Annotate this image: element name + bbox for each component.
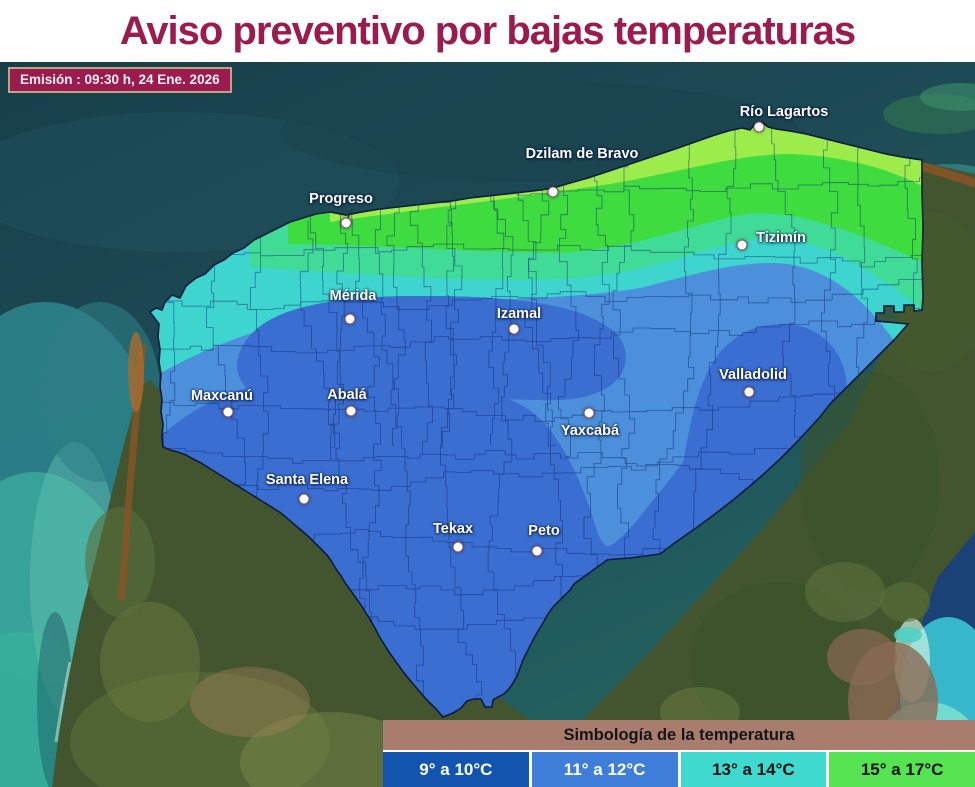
map-graphic xyxy=(0,62,975,787)
city-marker xyxy=(743,386,755,398)
title-bar: Aviso preventivo por bajas temperaturas xyxy=(0,0,975,62)
city-label: Maxcanú xyxy=(190,388,254,404)
legend-title: Simbología de la temperatura xyxy=(383,720,975,750)
city-label: Abalá xyxy=(327,387,367,403)
city-label: Progreso xyxy=(309,191,373,207)
emission-label: Emisión : 09:30 h, 24 Ene. 2026 xyxy=(20,72,220,87)
city-marker xyxy=(531,545,543,557)
page-title: Aviso preventivo por bajas temperaturas xyxy=(119,8,856,53)
legend-item-15-17: 15° a 17°C xyxy=(829,752,975,787)
state-border xyxy=(148,121,924,718)
city-marker xyxy=(736,239,748,251)
city-marker xyxy=(345,405,357,417)
city-label: Río Lagartos xyxy=(739,104,829,120)
city-marker xyxy=(753,121,765,133)
temperature-map: Emisión : 09:30 h, 24 Ene. 2026 Río Laga… xyxy=(0,62,975,787)
city-label: Dzilam de Bravo xyxy=(525,146,639,162)
city-marker xyxy=(344,313,356,325)
city-label: Tizimín xyxy=(756,230,806,246)
city-marker xyxy=(583,407,595,419)
city-marker xyxy=(547,186,559,198)
city-label: Santa Elena xyxy=(265,472,349,488)
emission-badge: Emisión : 09:30 h, 24 Ene. 2026 xyxy=(8,67,232,93)
land-mass xyxy=(52,161,975,787)
legend-item-11-12: 11° a 12°C xyxy=(531,752,678,787)
city-label: Izamal xyxy=(496,306,542,322)
city-label: Valladolid xyxy=(719,367,787,383)
city-label: Yaxcabá xyxy=(560,423,620,439)
city-marker xyxy=(452,541,464,553)
legend-row: 9° a 10°C 11° a 12°C 13° a 14°C 15° a 17… xyxy=(383,750,975,787)
cold-core-merida-izamal xyxy=(237,296,608,392)
legend-item-13-14: 13° a 14°C xyxy=(680,752,827,787)
temperature-legend: Simbología de la temperatura 9° a 10°C 1… xyxy=(383,720,975,787)
city-marker xyxy=(298,493,310,505)
legend-item-9-10: 9° a 10°C xyxy=(383,752,529,787)
city-label: Mérida xyxy=(329,288,377,304)
city-label: Tekax xyxy=(432,521,474,537)
city-marker xyxy=(222,406,234,418)
city-marker xyxy=(508,323,520,335)
city-marker xyxy=(340,217,352,229)
city-label: Peto xyxy=(528,523,560,539)
